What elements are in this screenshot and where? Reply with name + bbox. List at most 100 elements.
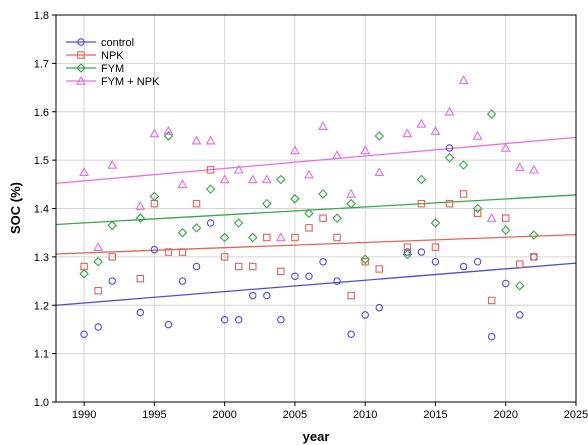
data-point-fym-npk <box>247 174 258 184</box>
data-point-fym-npk <box>261 174 272 184</box>
data-point-npk <box>417 199 426 208</box>
y-tick-label: 1.4 <box>34 204 49 216</box>
data-point-fym <box>416 174 427 185</box>
data-point-control <box>431 257 440 266</box>
data-point-control <box>403 248 412 256</box>
data-point-control <box>417 248 426 256</box>
data-point-fym-npk <box>233 164 244 174</box>
data-point-control <box>206 219 215 227</box>
data-point-fym <box>205 184 216 194</box>
data-point-fym-npk <box>332 150 343 160</box>
x-tick-label: 2020 <box>493 409 517 421</box>
data-point-fym-npk <box>93 242 104 251</box>
data-point-fym <box>430 218 441 228</box>
y-tick-label: 1.1 <box>34 349 49 361</box>
data-point-fym-npk <box>374 167 385 176</box>
data-point-npk <box>192 199 201 208</box>
data-point-fym <box>219 232 230 243</box>
data-point-npk <box>277 267 285 276</box>
data-point-npk <box>361 257 369 266</box>
data-point-control <box>501 279 510 288</box>
data-point-fym <box>374 131 385 141</box>
data-point-control <box>473 257 482 266</box>
data-point-fym <box>332 213 342 223</box>
legend-marker-control <box>77 38 85 46</box>
data-point-fym <box>444 152 455 163</box>
data-point-fym <box>247 232 258 243</box>
data-point-npk <box>178 248 187 256</box>
data-point-fym-npk <box>107 159 118 169</box>
data-point-control <box>150 245 159 254</box>
data-point-fym-npk <box>318 121 328 131</box>
legend-label-npk: NPK <box>101 50 124 62</box>
data-point-control <box>319 257 327 266</box>
data-point-fym <box>233 218 244 228</box>
x-tick-label: 2000 <box>212 409 236 421</box>
data-point-fym-npk <box>275 232 286 242</box>
data-point-fym-npk <box>514 162 525 172</box>
data-point-npk <box>249 262 257 271</box>
x-tick-label: 2005 <box>283 409 307 421</box>
y-tick-label: 1.2 <box>34 300 49 312</box>
data-point-npk <box>487 296 496 305</box>
data-point-fym-npk <box>219 174 230 184</box>
y-tick-label: 1.7 <box>34 58 49 70</box>
data-point-control <box>445 144 454 152</box>
data-point-fym <box>486 109 497 119</box>
data-point-fym <box>262 198 272 209</box>
data-point-fym <box>276 174 286 185</box>
data-point-npk <box>530 253 538 261</box>
data-point-fym <box>458 160 469 170</box>
data-point-fym-npk <box>416 118 427 128</box>
data-point-fym <box>529 230 539 240</box>
data-point-fym <box>135 213 146 223</box>
data-point-fym-npk <box>528 164 539 174</box>
data-point-fym <box>191 223 202 233</box>
data-point-fym <box>346 198 356 209</box>
data-point-control <box>361 311 369 319</box>
data-point-npk <box>164 248 173 256</box>
trend-line-npk <box>55 233 577 255</box>
legend-marker-fym-npk <box>76 75 86 85</box>
data-point-control <box>263 291 271 300</box>
data-point-fym <box>177 227 188 238</box>
legend-marker-fym <box>76 63 86 73</box>
data-point-npk <box>333 233 341 242</box>
data-point-fym <box>304 208 314 219</box>
data-point-npk <box>431 243 440 251</box>
data-point-control <box>291 272 299 280</box>
data-point-fym <box>79 269 89 279</box>
legend-label-fym-npk: FYM + NPK <box>101 76 160 88</box>
data-point-npk <box>206 166 215 174</box>
trend-line-fym-npk <box>55 136 577 184</box>
data-point-fym <box>402 249 413 260</box>
data-point-fym <box>500 225 511 236</box>
data-point-fym-npk <box>444 106 455 116</box>
data-point-npk <box>94 286 102 295</box>
data-point-control <box>108 277 116 285</box>
data-point-npk <box>319 214 327 222</box>
legend-marker-npk <box>77 51 85 59</box>
data-point-fym-npk <box>177 179 188 189</box>
y-tick-label: 1.5 <box>34 155 49 167</box>
legend-label-fym: FYM <box>101 63 124 75</box>
data-point-fym-npk <box>458 75 469 85</box>
data-point-fym-npk <box>205 135 216 145</box>
data-point-control <box>305 272 313 280</box>
data-point-npk <box>445 199 454 208</box>
data-point-fym <box>290 194 300 204</box>
data-point-control <box>220 316 229 324</box>
data-point-control <box>347 330 355 339</box>
data-point-control <box>178 277 187 285</box>
data-point-npk <box>473 209 482 218</box>
data-point-fym-npk <box>163 125 174 135</box>
data-point-npk <box>234 262 243 271</box>
data-point-npk <box>263 233 271 242</box>
data-point-control <box>136 308 145 317</box>
data-points <box>79 75 539 341</box>
data-point-fym <box>318 189 328 199</box>
data-point-fym <box>93 256 103 267</box>
